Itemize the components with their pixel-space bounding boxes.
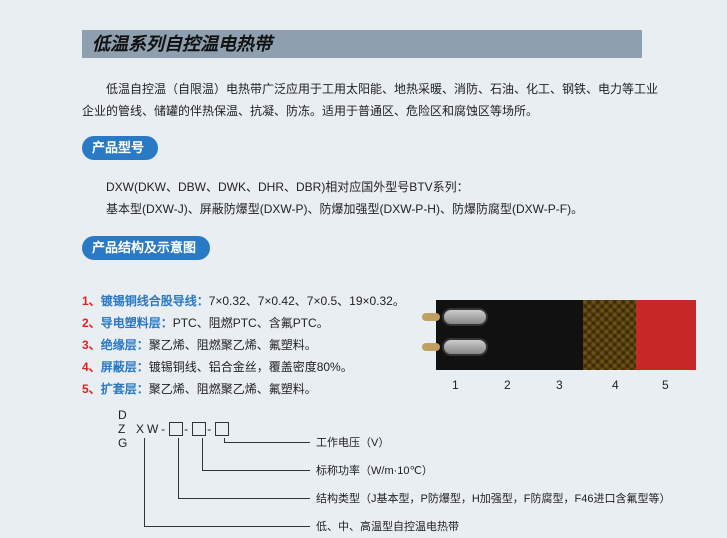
cable-wire-tip: [422, 313, 440, 321]
list-item: 3、绝缘层：聚乙烯、阻燃聚乙烯、氟塑料。: [82, 334, 442, 356]
item-text: 聚乙烯、阻燃聚乙烯、氟塑料。: [149, 338, 317, 352]
item-label: 扩套层：: [101, 382, 149, 396]
cable-num: 3: [556, 378, 563, 392]
code-xw: XW-: [136, 422, 168, 436]
list-item: 4、屏蔽层：镀锡铜线、铝合金丝，覆盖密度80%。: [82, 356, 442, 378]
code-box: [169, 422, 183, 436]
code-dash: -: [207, 422, 214, 436]
cable-num: 1: [452, 378, 459, 392]
item-label: 屏蔽层：: [101, 360, 149, 374]
cable-num: 5: [662, 378, 669, 392]
item-num: 2、: [82, 316, 101, 330]
cable-num: 2: [504, 378, 511, 392]
cable-conductor-top: [442, 308, 488, 326]
model-code-diagram: D Z G XW--- 工作电压（V） 标称功率（W/m·10℃） 结构类型（J…: [118, 408, 658, 528]
code-prefix-stack: D Z G: [118, 408, 127, 450]
bracket-line: [202, 438, 203, 470]
code-dash: -: [184, 422, 191, 436]
intro-paragraph: 低温自控温（自限温）电热带广泛应用于工用太阳能、地热采暖、消防、石油、化工、钢铁…: [82, 78, 662, 122]
code-box: [192, 422, 206, 436]
model-line-1: DXW(DKW、DBW、DWK、DHR、DBR)相对应国外型号BTV系列：: [82, 176, 662, 198]
section-pill-model: 产品型号: [82, 136, 158, 160]
item-text: 镀锡铜线、铝合金丝，覆盖密度80%。: [149, 360, 353, 374]
stack-letter: Z: [118, 422, 127, 436]
item-label: 镀锡铜线合股导线：: [101, 294, 209, 308]
bracket-line: [144, 438, 145, 526]
bracket-line: [178, 498, 310, 499]
diagram-label: 标称功率（W/m·10℃）: [316, 462, 433, 478]
structure-list: 1、镀锡铜线合股导线：7×0.32、7×0.42、7×0.5、19×0.32。 …: [82, 290, 442, 400]
code-box: [215, 422, 229, 436]
code-xw-row: XW- - -: [136, 422, 230, 437]
item-label: 绝缘层：: [101, 338, 149, 352]
stack-letter: G: [118, 436, 127, 450]
list-item: 5、扩套层：聚乙烯、阻燃聚乙烯、氟塑料。: [82, 378, 442, 400]
cable-outer-red: [636, 300, 696, 370]
cable-conductor-bottom: [442, 338, 488, 356]
model-line-2: 基本型(DXW-J)、屏蔽防爆型(DXW-P)、防爆加强型(DXW-P-H)、防…: [82, 198, 662, 220]
item-num: 5、: [82, 382, 101, 396]
bracket-line: [144, 526, 310, 527]
cable-braid-layer: [583, 300, 638, 370]
list-item: 2、导电塑料层：PTC、阻燃PTC、含氟PTC。: [82, 312, 442, 334]
cable-num: 4: [612, 378, 619, 392]
bracket-line: [224, 442, 310, 443]
item-text: 聚乙烯、阻燃聚乙烯、氟塑料。: [149, 382, 317, 396]
item-num: 3、: [82, 338, 101, 352]
list-item: 1、镀锡铜线合股导线：7×0.32、7×0.42、7×0.5、19×0.32。: [82, 290, 442, 312]
item-label: 导电塑料层：: [101, 316, 173, 330]
bracket-line: [178, 438, 179, 498]
item-text: 7×0.32、7×0.42、7×0.5、19×0.32。: [209, 294, 405, 308]
cable-diagram: 1 2 3 4 5: [436, 290, 696, 400]
diagram-label: 结构类型（J基本型，P防爆型，H加强型，F防腐型，F46进口含氟型等）: [316, 490, 670, 506]
bracket-line: [202, 470, 310, 471]
item-num: 4、: [82, 360, 101, 374]
cable-wire-tip: [422, 343, 440, 351]
stack-letter: D: [118, 408, 127, 422]
page-title: 低温系列自控温电热带: [82, 30, 642, 58]
item-num: 1、: [82, 294, 101, 308]
item-text: PTC、阻燃PTC、含氟PTC。: [173, 316, 329, 330]
diagram-label: 低、中、高温型自控温电热带: [316, 518, 459, 534]
section-pill-structure: 产品结构及示意图: [82, 236, 210, 260]
diagram-label: 工作电压（V）: [316, 434, 389, 450]
